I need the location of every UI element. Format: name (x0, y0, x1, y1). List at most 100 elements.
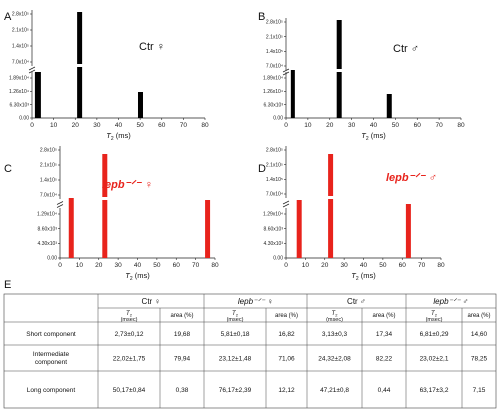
bar-break-gap (101, 197, 108, 200)
x-tick-label: 60 (173, 262, 181, 269)
x-axis-label-subscript: 2 (111, 136, 114, 142)
x-tick-label: 70 (418, 262, 426, 269)
x-axis-label-symbol: T (125, 271, 131, 280)
table-sub-t2-unit: (msec) (326, 317, 343, 323)
x-axis-label-unit: (ms) (133, 271, 151, 280)
x-tick-label: 10 (304, 122, 312, 129)
table-cell: 50,17±0,84 (113, 387, 146, 394)
y-tick-label: 8.60x10³ (38, 226, 58, 232)
chart-panel-c: C 0.00 4.30x10³ 8.60x10³ 1.29x10⁴ 7.0x10⁴ 1.4x… (4, 146, 219, 282)
bar-1 (290, 70, 295, 118)
x-tick-label: 70 (180, 122, 188, 129)
x-tick-label: 20 (72, 122, 80, 129)
x-axis-label-symbol: T (351, 271, 357, 280)
table-cell: 0,38 (176, 387, 189, 394)
x-tick-label: 70 (192, 262, 200, 269)
panel-label: C (4, 163, 12, 175)
bar-3 (205, 200, 211, 258)
chart-panel-a: A 0.00 6.30x10³ 1.26x10⁴ 1.89x10⁴ 7.0x10⁴ 1.4x… (4, 10, 209, 142)
x-tick-label: 0 (30, 122, 34, 129)
y-tick-label: 6.30x10³ (264, 102, 284, 108)
table-border (3, 293, 497, 409)
x-tick-label: 20 (326, 122, 334, 129)
x-tick-label: 10 (76, 262, 84, 269)
panel-label: A (4, 11, 12, 23)
y-tick-label: 1.4x10⁵ (266, 49, 283, 55)
axis-break-mark (282, 71, 290, 76)
y-tick-label: 2.1x10⁵ (40, 163, 57, 169)
table-group-header: lepb⁻ᐟ⁻ ♂ (433, 297, 468, 306)
table-row-label: Short component (26, 331, 76, 338)
y-tick-label: 2.8x10⁵ (266, 148, 283, 154)
table-sub-area: area (%) (372, 313, 395, 319)
table-cell: 23,02±2,1 (420, 356, 449, 363)
y-tick-label: 7.0x10⁴ (266, 192, 283, 198)
y-tick-label: 7.0x10⁴ (12, 60, 29, 66)
table-sub-t2-subscript: 2 (435, 313, 438, 318)
x-tick-label: 50 (137, 122, 145, 129)
x-tick-label: 60 (414, 122, 422, 129)
y-tick-label: 0.00 (47, 256, 57, 262)
y-tick-label: 1.29x10⁴ (37, 212, 57, 218)
x-tick-label: 80 (201, 122, 209, 129)
table-cell: 19,68 (174, 331, 191, 338)
x-tick-label: 70 (436, 122, 444, 129)
table-sub-t2-symbol: T (431, 311, 436, 317)
x-tick-label: 40 (115, 122, 123, 129)
x-tick-label: 10 (50, 122, 58, 129)
y-tick-label: 0.00 (273, 256, 283, 262)
x-axis-label-subscript: 2 (366, 136, 369, 142)
y-tick-label: 2.1x10⁵ (12, 28, 29, 34)
x-tick-label: 50 (392, 122, 400, 129)
table-group-header: Ctr ♀ (142, 297, 161, 306)
x-tick-label: 0 (284, 122, 288, 129)
x-tick-label: 20 (95, 262, 103, 269)
y-tick-label: 1.89x10⁴ (263, 76, 283, 82)
chart-annotation: lepb⁻ᐟ⁻ ♀ (102, 179, 152, 191)
y-tick-label: 6.30x10³ (10, 102, 30, 108)
y-tick-label: 2.1x10⁵ (266, 34, 283, 40)
panel-label-e: E (4, 279, 11, 291)
y-tick-label: 2.1x10⁵ (266, 162, 283, 168)
table-cell: 17,34 (376, 331, 393, 338)
y-tick-label: 0.00 (19, 116, 29, 122)
y-tick-label: 8.60x10³ (264, 226, 284, 232)
x-axis-label: T2 (ms) (351, 271, 376, 282)
table-sub-t2-symbol: T (126, 311, 131, 317)
x-tick-label: 30 (93, 122, 101, 129)
x-axis-label-symbol: T (106, 131, 112, 140)
bar-3 (386, 94, 392, 118)
table-cell: 12,12 (278, 387, 295, 394)
panel-label: B (258, 11, 265, 23)
y-tick-label: 1.4x10⁵ (40, 178, 57, 184)
x-tick-label: 50 (379, 262, 387, 269)
axis-break-mark (56, 201, 64, 205)
y-tick-label: 1.4x10⁵ (12, 44, 29, 50)
x-tick-label: 30 (341, 262, 349, 269)
annotation-gene: lepb⁻ᐟ⁻ ♀ (102, 179, 152, 191)
table-cell: 2,73±0,12 (115, 331, 144, 338)
y-tick-label: 0.00 (273, 116, 283, 122)
x-axis-label: T2 (ms) (125, 271, 150, 282)
y-tick-label: 7.0x10⁴ (40, 193, 57, 199)
x-axis-label: T2 (ms) (106, 131, 131, 142)
x-axis-label-unit: (ms) (359, 271, 377, 280)
y-tick-label: 2.8x10⁵ (266, 20, 283, 26)
bar-1 (296, 200, 302, 258)
axis-break-mark (282, 68, 290, 73)
table-cell: 16,82 (278, 331, 295, 338)
bar-break-gap (76, 64, 83, 67)
table-sub-area: area (%) (275, 313, 298, 319)
table-sub-t2-subscript: 2 (130, 313, 133, 318)
y-tick-label: 4.30x10³ (38, 241, 58, 247)
table-sub-t2: T2 (126, 311, 133, 318)
table-sub-t2-unit: (msec) (227, 317, 244, 323)
y-tick-label: 2.8x10⁵ (12, 12, 29, 18)
table-sub-t2-subscript: 2 (335, 313, 338, 318)
y-tick-label: 1.29x10⁴ (263, 212, 283, 218)
x-tick-label: 50 (153, 262, 161, 269)
annotation-gene: lepb⁻ᐟ⁻ ♂ (386, 172, 436, 184)
x-tick-label: 40 (360, 262, 368, 269)
axis-break-mark (56, 204, 64, 208)
